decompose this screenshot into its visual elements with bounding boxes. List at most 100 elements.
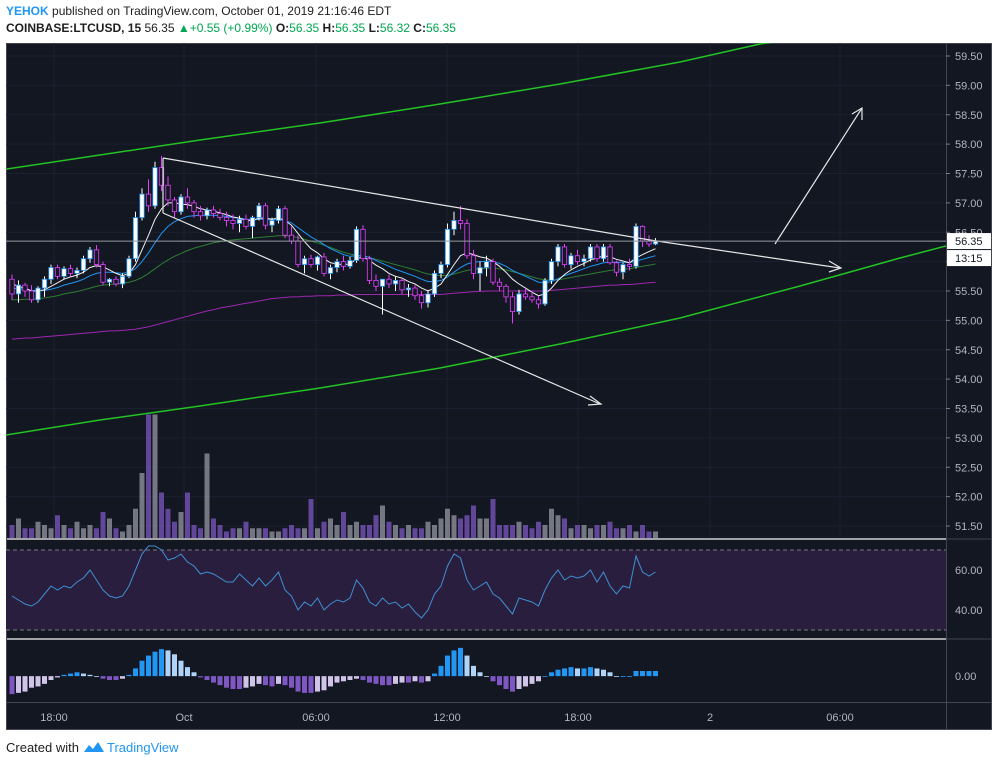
candle-body[interactable] <box>587 246 594 260</box>
candle-body[interactable] <box>139 193 145 218</box>
candle-body[interactable] <box>418 295 425 304</box>
candle-body[interactable] <box>22 284 28 292</box>
candle-body[interactable] <box>633 225 639 267</box>
candle-body[interactable] <box>457 220 464 224</box>
candle-body[interactable] <box>412 287 418 297</box>
candle-body[interactable] <box>470 255 477 274</box>
candle-body[interactable] <box>360 228 366 260</box>
candle-body[interactable] <box>191 202 197 213</box>
candle-body[interactable] <box>425 293 431 304</box>
candle-body[interactable] <box>568 255 574 265</box>
candle-body[interactable] <box>379 278 386 287</box>
candle-body[interactable] <box>113 278 119 285</box>
candle-body[interactable] <box>308 258 314 265</box>
candle-body[interactable] <box>80 258 87 271</box>
candle-body[interactable] <box>327 267 334 274</box>
candle-body[interactable] <box>256 205 262 218</box>
breakout-arrow-line[interactable] <box>774 107 863 245</box>
candle-body[interactable] <box>529 296 535 301</box>
candle-body[interactable] <box>15 284 22 295</box>
candle-body[interactable] <box>477 267 483 274</box>
candle-body[interactable] <box>230 220 236 224</box>
candle-body[interactable] <box>321 256 327 274</box>
candle-body[interactable] <box>483 261 490 268</box>
candle-body[interactable] <box>210 209 217 214</box>
candle-body[interactable] <box>152 167 158 207</box>
candle-body[interactable] <box>269 220 275 226</box>
candle-body[interactable] <box>334 261 340 268</box>
candle-body[interactable] <box>119 275 126 285</box>
candle-body[interactable] <box>548 261 555 281</box>
candle-body[interactable] <box>366 258 373 281</box>
candle-body[interactable] <box>217 213 223 218</box>
candle-body[interactable] <box>451 220 457 230</box>
candle-body[interactable] <box>490 261 496 283</box>
candle-body[interactable] <box>613 262 620 273</box>
candle-body[interactable] <box>178 196 184 213</box>
candle-body[interactable] <box>496 281 503 287</box>
candle-body[interactable] <box>353 228 360 261</box>
candle-body[interactable] <box>340 261 347 267</box>
candle-body[interactable] <box>373 280 379 287</box>
candle-body[interactable] <box>171 199 178 213</box>
candle-body[interactable] <box>503 285 509 298</box>
candle-body[interactable] <box>106 278 113 283</box>
candle-body[interactable] <box>158 167 165 186</box>
projection-arrow-line[interactable] <box>649 239 841 269</box>
candle-body[interactable] <box>236 218 243 224</box>
candle-body[interactable] <box>35 287 41 301</box>
candle-body[interactable] <box>431 272 438 295</box>
candle-body[interactable] <box>61 268 67 277</box>
candle-body[interactable] <box>561 246 568 265</box>
candle-body[interactable] <box>9 278 15 295</box>
candle-body[interactable] <box>626 264 633 267</box>
candle-body[interactable] <box>347 260 353 267</box>
candle-body[interactable] <box>301 258 308 265</box>
candle-body[interactable] <box>48 267 54 280</box>
candle-body[interactable] <box>67 268 74 274</box>
candle-body[interactable] <box>594 246 600 260</box>
candle-body[interactable] <box>399 280 405 291</box>
candle-body[interactable] <box>464 223 470 257</box>
candle-body[interactable] <box>197 211 204 217</box>
triangle-upper-line[interactable] <box>162 157 651 241</box>
candle-body[interactable] <box>249 217 256 227</box>
candle-body[interactable] <box>100 264 106 283</box>
candle-body[interactable] <box>555 246 561 263</box>
candle-body[interactable] <box>126 258 132 277</box>
candle-body[interactable] <box>54 267 61 277</box>
candle-body[interactable] <box>542 280 548 305</box>
candle-body[interactable] <box>262 205 269 226</box>
candle-body[interactable] <box>516 293 522 312</box>
candle-body[interactable] <box>386 278 392 285</box>
candle-body[interactable] <box>132 217 139 260</box>
candle-body[interactable] <box>607 246 613 264</box>
candle-body[interactable] <box>522 293 529 298</box>
candle-body[interactable] <box>444 228 451 265</box>
candle-body[interactable] <box>509 296 516 312</box>
candle-body[interactable] <box>282 208 288 236</box>
candle-body[interactable] <box>145 193 152 207</box>
candle-body[interactable] <box>87 249 93 260</box>
tradingview-brand[interactable]: TradingView <box>106 740 179 755</box>
candle-body[interactable] <box>74 270 80 274</box>
candle-body[interactable] <box>581 258 587 263</box>
candle-body[interactable] <box>405 287 412 291</box>
candle-body[interactable] <box>600 246 607 260</box>
candle-body[interactable] <box>184 196 191 204</box>
candle-body[interactable] <box>28 290 35 301</box>
candle-body[interactable] <box>275 208 282 221</box>
channel-upper-line[interactable] <box>0 38 800 170</box>
candle-body[interactable] <box>223 217 230 221</box>
candle-body[interactable] <box>574 255 581 263</box>
candle-body[interactable] <box>204 209 210 217</box>
candle-body[interactable] <box>535 299 542 305</box>
candle-body[interactable] <box>392 280 399 285</box>
channel-lower-line[interactable] <box>0 245 946 436</box>
candle-body[interactable] <box>41 278 48 289</box>
breakdown-arrow-line[interactable] <box>162 212 601 405</box>
author-name[interactable]: YEHOK <box>6 4 49 18</box>
candle-body[interactable] <box>93 249 100 265</box>
candle-body[interactable] <box>288 234 295 242</box>
